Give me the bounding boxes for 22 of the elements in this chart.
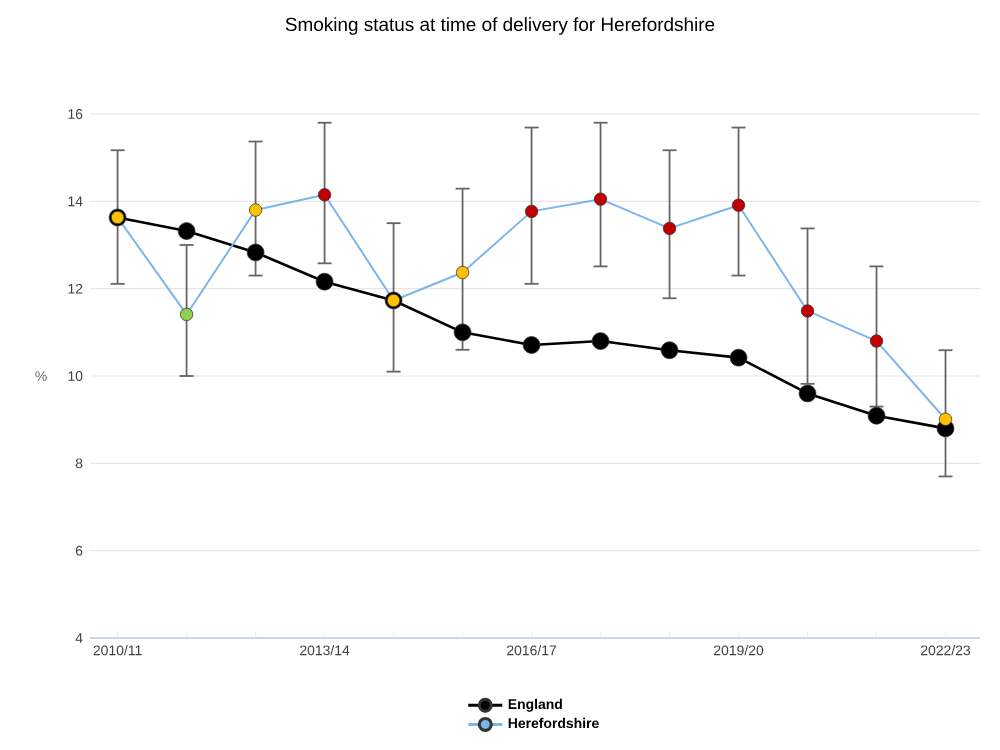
point (317, 188, 332, 202)
point (177, 222, 196, 240)
point (729, 348, 748, 367)
point (867, 406, 886, 425)
point (522, 336, 541, 354)
point (455, 265, 470, 280)
point (315, 272, 334, 291)
point (179, 307, 194, 322)
point (591, 332, 610, 350)
point (246, 243, 265, 262)
point (731, 198, 746, 212)
point (938, 412, 953, 426)
point (593, 192, 608, 206)
point (660, 341, 679, 360)
point (800, 304, 815, 318)
point (798, 384, 817, 403)
point (869, 334, 884, 348)
point (524, 204, 539, 218)
chart-title: Smoking status at time of delivery for Herefordshire (285, 17, 715, 35)
point (248, 203, 263, 217)
point (453, 323, 472, 342)
point (662, 221, 677, 235)
